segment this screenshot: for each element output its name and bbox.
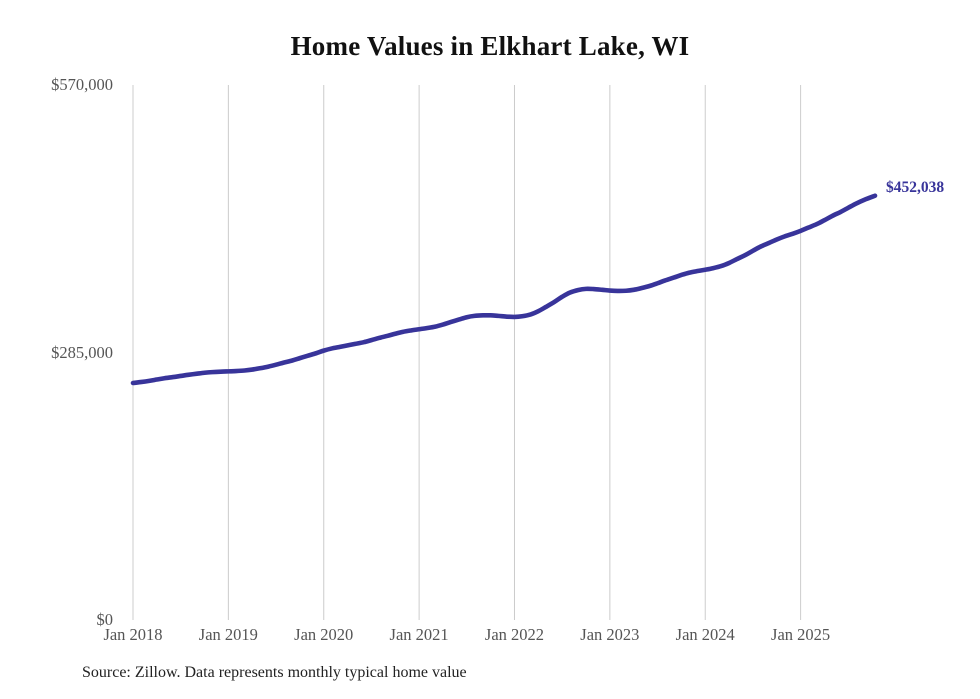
- x-axis-tick-label-jan-2025: Jan 2025: [771, 625, 831, 644]
- y-axis-tick-label-top: $570,000: [51, 75, 113, 94]
- source-note: Source: Zillow. Data represents monthly …: [82, 664, 467, 681]
- x-axis-tick-label-jan-2024: Jan 2024: [675, 625, 735, 644]
- end-point-value-label: $452,038: [886, 178, 945, 196]
- y-axis-tick-label-bottom: $0: [96, 610, 114, 629]
- chart-title: Home Values in Elkhart Lake, WI: [290, 31, 690, 61]
- x-axis-tick-label-jan-2018: Jan 2018: [103, 625, 163, 644]
- x-axis-tick-label-jan-2023: Jan 2023: [580, 625, 640, 644]
- home-value-line: [130, 193, 878, 386]
- y-axis-tick-label-mid: $285,000: [51, 342, 113, 362]
- gridlines-group: [132, 85, 802, 620]
- x-axis-tick-label-jan-2020: Jan 2020: [294, 625, 354, 644]
- x-axis-tick-label-jan-2022: Jan 2022: [484, 625, 545, 644]
- x-axis-tick-label-jan-2021: Jan 2021: [389, 625, 449, 644]
- x-axis-tick-label-jan-2019: Jan 2019: [198, 625, 258, 644]
